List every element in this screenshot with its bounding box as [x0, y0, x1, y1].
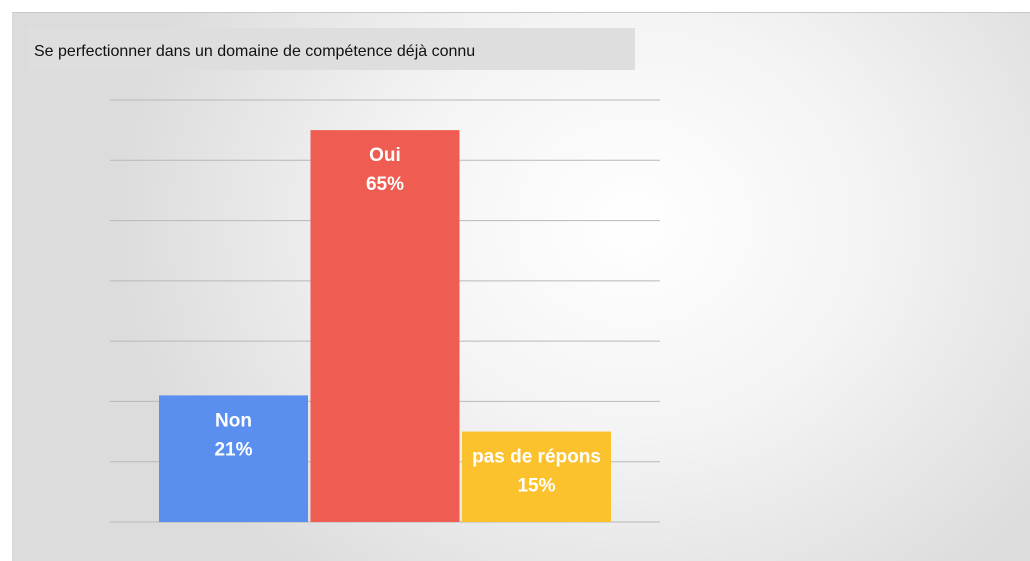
bar-value-label: 21% — [214, 439, 252, 460]
bar — [462, 431, 611, 522]
bar — [310, 130, 460, 522]
bars: Non 21% Oui 65% pas de répons 15% — [159, 130, 611, 522]
bar-value-label: 15% — [517, 476, 555, 497]
chart-title: Se perfectionner dans un domaine de comp… — [34, 43, 475, 60]
bar-category-label: pas de répons — [472, 447, 601, 468]
bar — [159, 395, 308, 522]
bar-category-label: Oui — [369, 145, 401, 166]
title-box — [28, 28, 635, 70]
bar-category-label: Non — [215, 410, 252, 431]
bar-value-label: 65% — [366, 174, 404, 195]
